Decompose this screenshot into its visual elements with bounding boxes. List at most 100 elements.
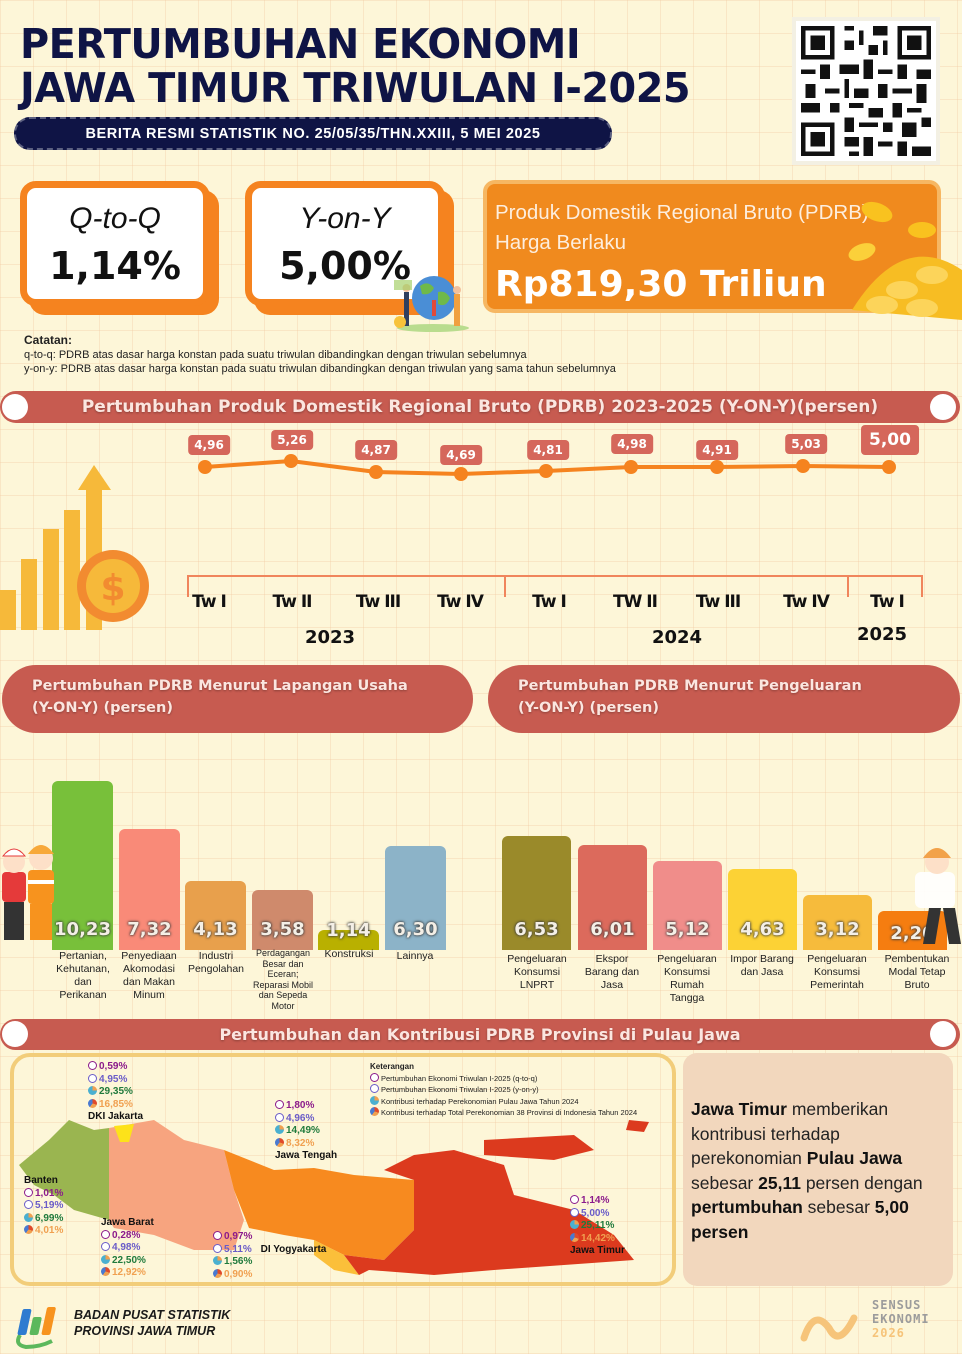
lapangan-usaha-banner: Pertumbuhan PDRB Menurut Lapangan Usaha …: [2, 665, 473, 733]
data-label: 5,26: [271, 430, 313, 450]
map-legend: Keterangan Pertumbuhan Ekonomi Triwulan …: [370, 1062, 638, 1117]
axis-tick: [504, 575, 506, 597]
bar-value: 6,53: [514, 919, 559, 940]
x-tick-label: Tw IV: [783, 592, 830, 612]
map-di-yogyakarta[interactable]: [314, 1240, 359, 1275]
growth-icon: [370, 1084, 379, 1093]
pengeluaran-title: Pertumbuhan PDRB Menurut Pengeluaran: [518, 678, 862, 694]
bar-label: Pengeluaran Konsumsi Pemerintah: [807, 953, 867, 991]
map-jawa-tengah[interactable]: [224, 1150, 414, 1260]
year-label: 2023: [304, 627, 356, 648]
worker-illustration-icon: [915, 842, 962, 947]
bps-logo-icon: [14, 1303, 66, 1354]
data-point: [369, 465, 383, 479]
qtoq-value: 1,14%: [49, 244, 181, 288]
line-chart-title: Pertumbuhan Produk Domestik Regional Bru…: [81, 397, 879, 417]
pie-chart-icon: [370, 1095, 379, 1105]
bar-value: 1,14: [326, 919, 371, 941]
lapangan-subtitle: (Y-ON-Y) (persen): [32, 700, 173, 716]
legend-title: Keterangan: [370, 1062, 415, 1071]
province-dki-jakarta: 0,59% 4,95% 29,35% 16,85% DKI Jakarta: [88, 1061, 144, 1122]
bar-rumah-tangga: 5,12: [653, 861, 722, 950]
data-point: [284, 454, 298, 468]
yony-value: 5,00%: [279, 244, 411, 288]
qtoq-card: Q-to-Q 1,14%: [20, 181, 210, 306]
bar-label: Perdagangan Besar dan Eceran; Reparasi Mobi…: [252, 948, 314, 1011]
line-chart-banner: Pertumbuhan Produk Domestik Regional Bru…: [0, 391, 960, 423]
bar-label: Pertanian, Kehutanan, dan Perikanan: [56, 950, 110, 1001]
province-banten: Banten 1,01% 5,19% 6,99% 4,01%: [24, 1175, 64, 1236]
bar-label: Penyediaan Akomodasi dan Makan Minum: [121, 950, 177, 1001]
bar-label: Lainnya: [396, 950, 434, 962]
notes: Catatan: q-to-q: PDRB atas dasar harga k…: [24, 333, 616, 376]
bar-value: 4,13: [193, 919, 238, 940]
title-line-2: JAWA TIMUR TRIWULAN I-2025: [20, 64, 691, 112]
x-axis-line: [187, 575, 923, 577]
notes-yony: y-on-y: PDRB atas dasar harga konstan pa…: [24, 363, 616, 375]
bar-value: 7,32: [127, 919, 172, 940]
banner-dot-left: [2, 1021, 28, 1047]
data-label: 4,96: [188, 435, 230, 455]
bar-lnprt: 6,53: [502, 836, 571, 950]
map-banner: Pertumbuhan dan Kontribusi PDRB Provinsi…: [0, 1019, 960, 1050]
bar-lainnya: 6,30: [385, 846, 446, 950]
pdrb-label-2: Harga Berlaku: [495, 231, 627, 254]
bar-value: 6,30: [393, 919, 438, 940]
map-jawa-timur[interactable]: [344, 1150, 634, 1275]
bar-value: 3,12: [815, 919, 860, 940]
data-label: 4,87: [355, 440, 397, 460]
bar-label: Pengeluaran Konsumsi LNPRT: [507, 953, 567, 991]
bar-konstruksi: 1,14: [318, 920, 379, 950]
page-title: PERTUMBUHAN EKONOMI JAWA TIMUR TRIWULAN …: [20, 20, 691, 112]
year-label: 2025: [856, 624, 908, 645]
bar-label: Industri Pengolahan: [187, 950, 245, 975]
gold-coins-icon: [842, 190, 962, 320]
pdrb-value: Rp819,30 Triliun: [495, 264, 827, 305]
map-madura: [484, 1135, 594, 1160]
map-banten[interactable]: [19, 1120, 109, 1220]
pie-chart-icon: [88, 1086, 97, 1095]
province-di-yogyakarta: 0,97% 5,11% DI Yogyakarta 1,56% 0,90%: [213, 1231, 326, 1281]
java-map-panel: [10, 1053, 676, 1286]
map-jawa-barat[interactable]: [109, 1120, 244, 1250]
globe-business-illustration-icon: [392, 262, 474, 332]
bar-ekspor: 6,01: [578, 845, 647, 950]
province-jawa-tengah: 1,80% 4,96% 14,49% 8,32% Jawa Tengah: [275, 1100, 338, 1161]
bar-value: 2,20: [890, 923, 935, 944]
workers-illustration-icon: [0, 832, 66, 942]
bar-perdagangan: 3,58: [252, 890, 313, 950]
growth-icon: [370, 1072, 379, 1082]
lapangan-title: Pertumbuhan PDRB Menurut Lapangan Usaha: [32, 678, 408, 694]
bar-label: Konstruksi: [324, 948, 374, 960]
banner-dot-right: [930, 1021, 956, 1047]
axis-tick: [921, 575, 923, 597]
bar-pemerintah: 3,12: [803, 895, 872, 950]
qtoq-label: Q-to-Q: [69, 202, 161, 235]
data-label-current: 5,00: [861, 425, 919, 455]
province-jawa-barat: Jawa Barat 0,28% 4,98% 22,50% 12,92%: [101, 1217, 154, 1278]
growth-icon: [88, 1061, 97, 1070]
pie-chart-icon: [370, 1107, 379, 1116]
yony-card: Y-on-Y 5,00%: [245, 181, 445, 306]
bar-label: Impor Barang dan Jasa: [730, 953, 794, 978]
pdrb-label-1: Produk Domestik Regional Bruto (PDRB): [495, 201, 869, 224]
bar-impor: 4,63: [728, 869, 797, 950]
x-tick-label: Tw I: [532, 592, 567, 612]
line-chart: 4,96 5,26 4,87 4,69 4,81 4,98 4,91 5,03 …: [0, 425, 962, 490]
qr-code-icon[interactable]: [792, 17, 940, 165]
map-dki-jakarta[interactable]: [114, 1124, 134, 1142]
pie-chart-icon: [88, 1098, 97, 1108]
bar-value: 10,23: [54, 919, 111, 940]
data-label: 4,98: [611, 434, 653, 454]
x-tick-label: Tw II: [272, 592, 312, 612]
x-tick-label: Tw III: [695, 592, 741, 612]
title-line-1: PERTUMBUHAN EKONOMI: [20, 20, 581, 68]
notes-title: Catatan:: [24, 333, 73, 347]
data-label: 4,69: [440, 445, 482, 465]
summary-box: Jawa Timur memberikan kontribusi terhada…: [683, 1053, 953, 1286]
map-title: Pertumbuhan dan Kontribusi PDRB Provinsi…: [219, 1025, 741, 1044]
year-label: 2024: [651, 627, 703, 648]
bar-value: 6,01: [590, 919, 635, 940]
svg-text:$: $: [100, 568, 125, 609]
axis-tick: [187, 575, 189, 597]
